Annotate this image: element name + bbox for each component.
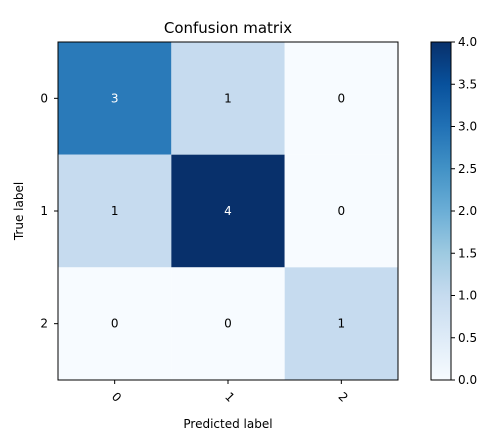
colorbar-tick-label: 2.5 xyxy=(458,162,477,176)
colorbar-tick-label: 0.5 xyxy=(458,331,477,345)
y-axis-label: True label xyxy=(12,182,26,241)
y-tick-label: 1 xyxy=(40,204,48,218)
x-tick-label: 0 xyxy=(109,390,124,405)
x-axis-label: Predicted label xyxy=(183,417,272,431)
cell-value-label: 0 xyxy=(111,317,119,331)
cell-value-label: 0 xyxy=(338,91,346,105)
colorbar-tick-label: 3.0 xyxy=(458,120,477,134)
y-tick-label: 2 xyxy=(40,317,48,331)
cell-value-label: 4 xyxy=(224,204,232,218)
heatmap-cell-labels: 3 1 0 1 4 0 0 0 1 xyxy=(111,91,345,330)
heatmap-cell xyxy=(284,154,398,268)
cell-value-label: 0 xyxy=(224,317,232,331)
y-tick-label: 0 xyxy=(40,91,48,105)
cell-value-label: 0 xyxy=(338,204,346,218)
heatmap-cell xyxy=(284,42,398,155)
heatmap-cell xyxy=(171,42,285,155)
colorbar-tick-label: 4.0 xyxy=(458,35,477,49)
y-axis: 0 1 2 xyxy=(40,91,58,331)
colorbar-ticks: 0.0 0.5 1.0 1.5 2.0 2.5 3.0 3.5 4.0 xyxy=(451,35,477,387)
x-tick-label: 1 xyxy=(222,390,237,405)
cell-value-label: 1 xyxy=(111,204,119,218)
cell-value-label: 3 xyxy=(111,91,119,105)
colorbar-tick-label: 1.5 xyxy=(458,246,477,260)
heatmap-cell xyxy=(171,154,285,268)
cell-value-label: 1 xyxy=(338,317,346,331)
heatmap-cell xyxy=(58,42,172,155)
colorbar-tick-label: 1.0 xyxy=(458,289,477,303)
chart-title: Confusion matrix xyxy=(164,19,292,37)
colorbar xyxy=(430,41,452,381)
colorbar-tick-label: 2.0 xyxy=(458,204,477,218)
x-tick-label: 2 xyxy=(336,390,351,405)
x-axis: 0 1 2 xyxy=(109,380,351,405)
heatmap-cell xyxy=(58,154,172,268)
cell-value-label: 1 xyxy=(224,91,232,105)
heatmap-cell xyxy=(58,267,172,380)
heatmap-cells xyxy=(58,42,398,380)
colorbar-tick-label: 0.0 xyxy=(458,373,477,387)
heatmap-cell xyxy=(171,267,285,380)
heatmap-cell xyxy=(284,267,398,380)
colorbar-tick-label: 3.5 xyxy=(458,77,477,91)
